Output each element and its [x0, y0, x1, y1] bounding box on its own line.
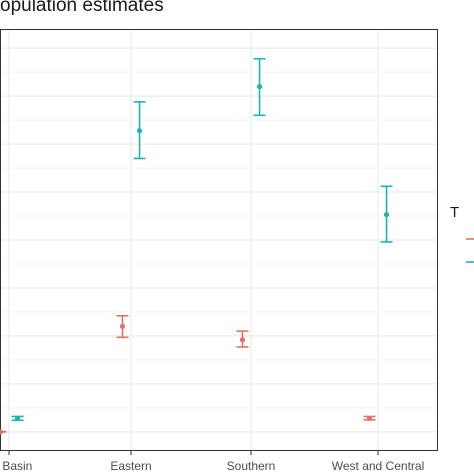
- panel-border: [0, 29, 438, 451]
- data-point: [366, 415, 373, 421]
- data-point: [239, 337, 246, 343]
- x-tick-label: West and Central: [332, 459, 425, 473]
- x-tick-label: Eastern: [110, 459, 151, 473]
- chart-title: opulation estimates: [0, 0, 164, 16]
- data-point: [383, 211, 390, 218]
- x-tick-label: go Basin: [0, 459, 32, 473]
- data-point: [14, 415, 21, 421]
- x-tick-label: Southern: [227, 459, 276, 473]
- data-point: [119, 323, 126, 329]
- data-point: [136, 128, 143, 134]
- legend-title: T: [450, 204, 459, 221]
- data-point: [0, 429, 4, 435]
- data-point: [256, 83, 263, 90]
